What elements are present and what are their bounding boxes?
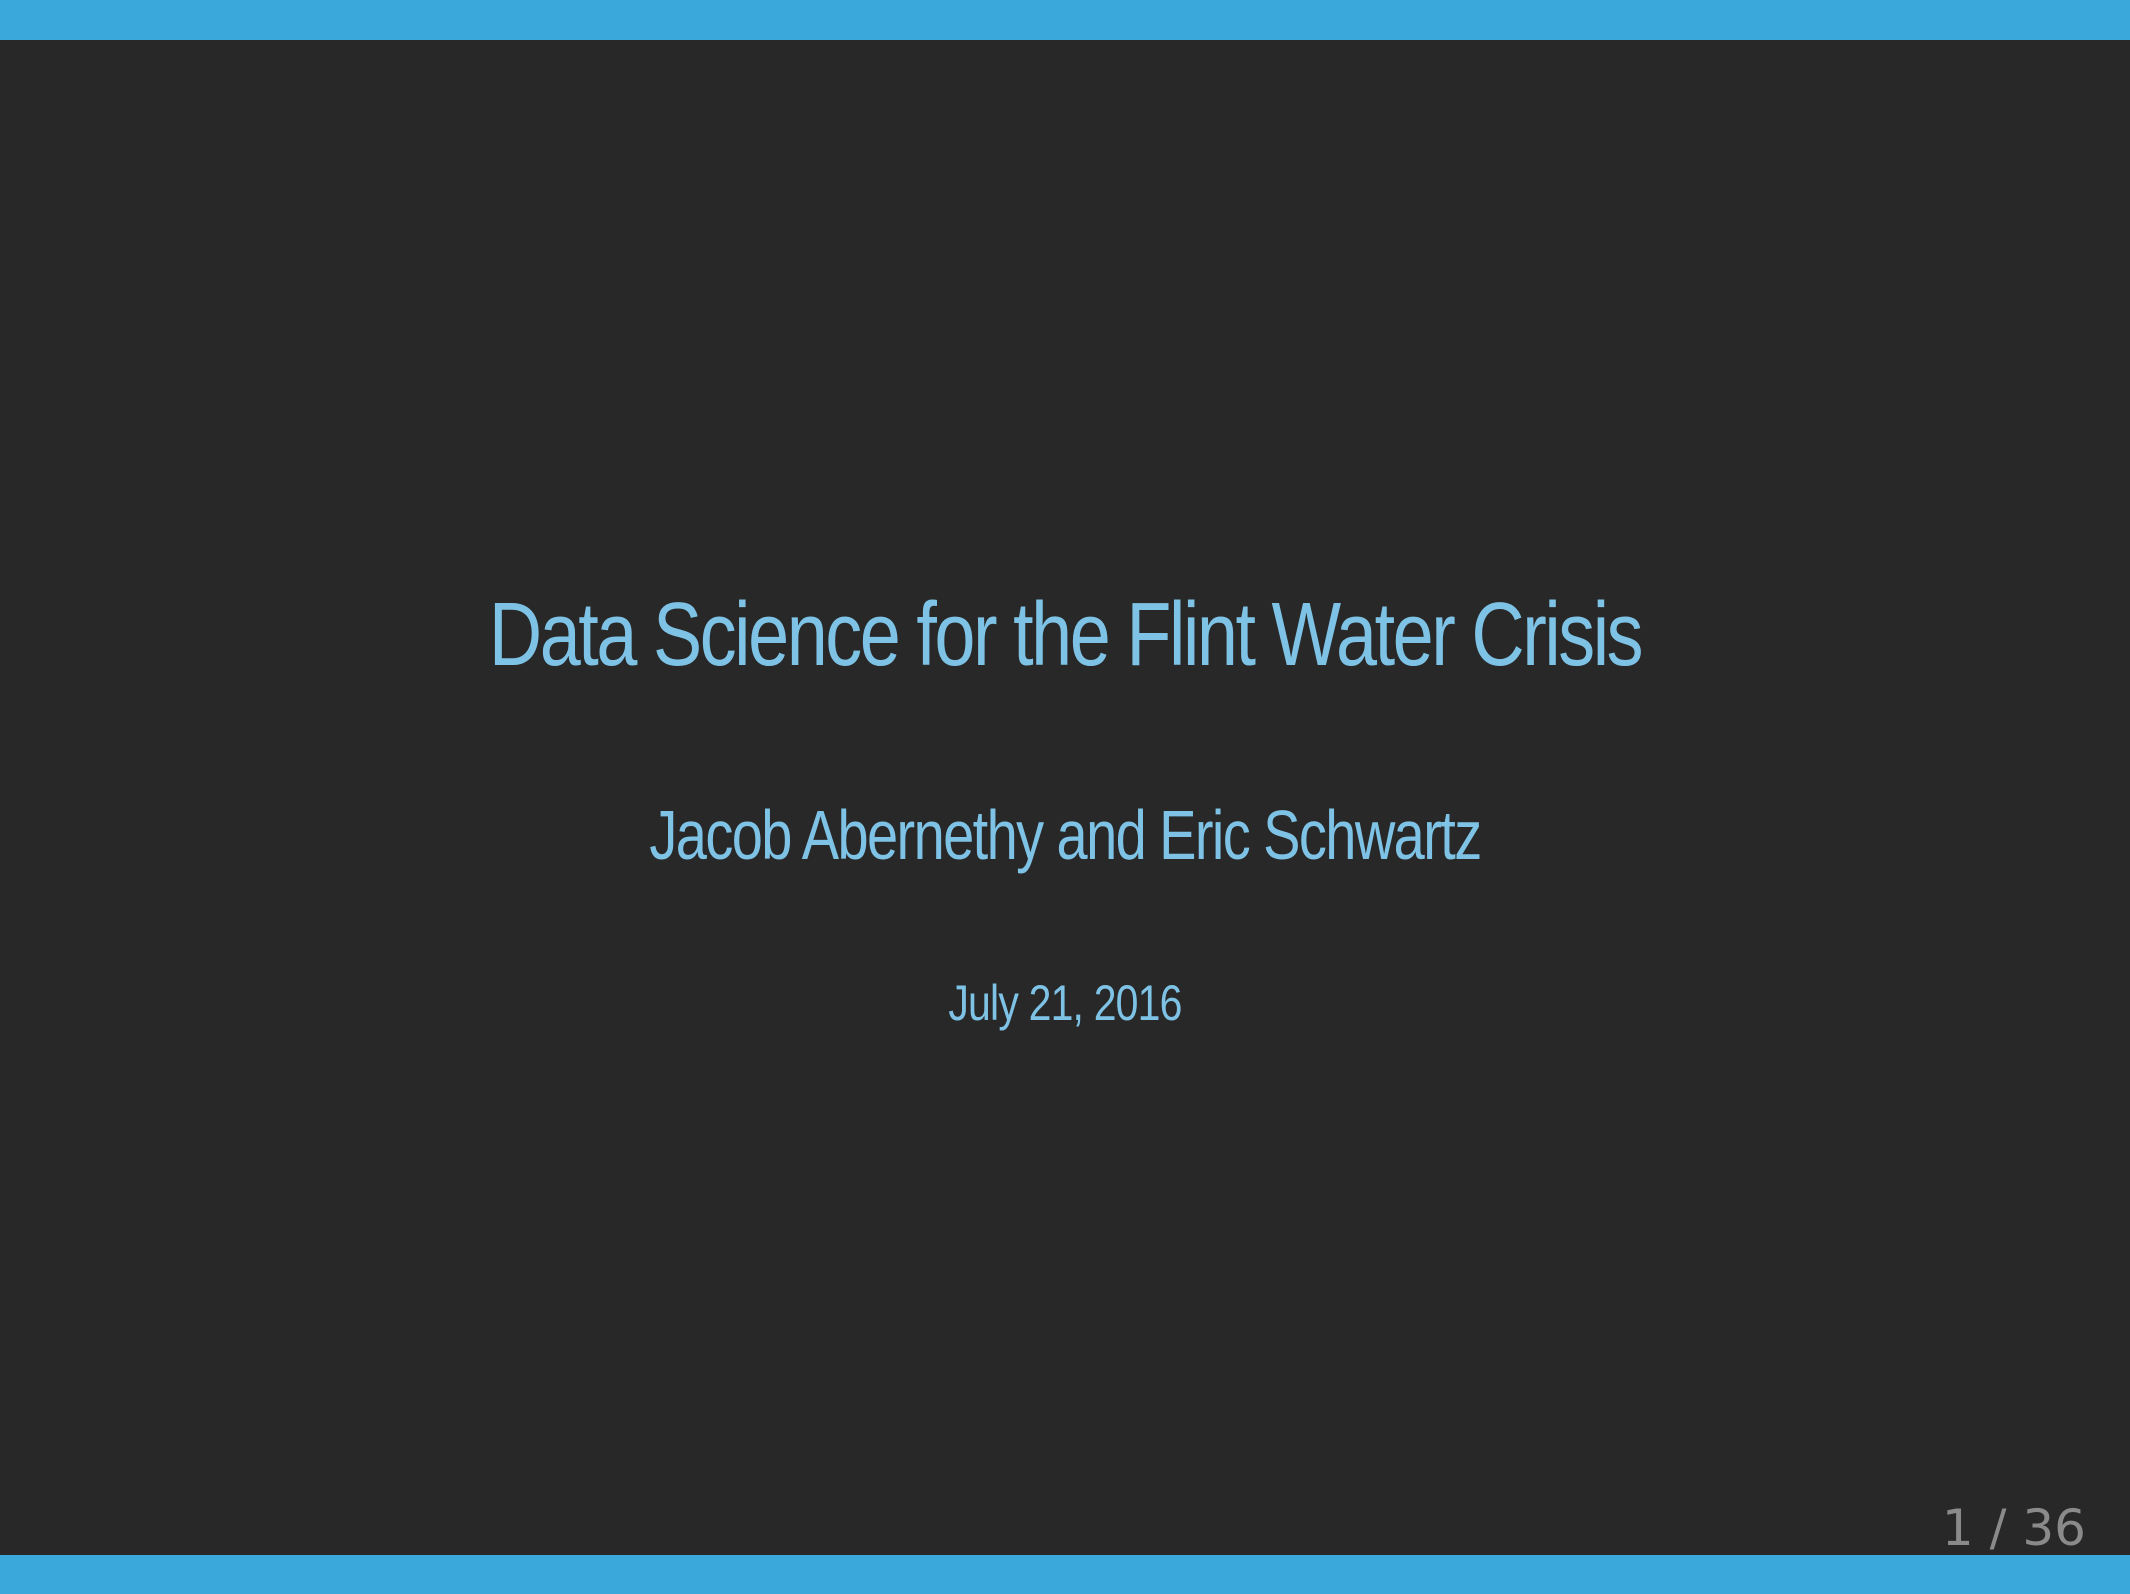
- top-accent-bar: [0, 0, 2130, 40]
- slide-date: July 21, 2016: [948, 975, 1182, 1031]
- slide-page-indicator: 1 / 36: [1941, 1499, 2086, 1557]
- slide-authors: Jacob Abernethy and Eric Schwartz: [649, 796, 1482, 874]
- bottom-accent-bar: [0, 1555, 2130, 1594]
- slide-title: Data Science for the Flint Water Crisis: [488, 585, 1644, 685]
